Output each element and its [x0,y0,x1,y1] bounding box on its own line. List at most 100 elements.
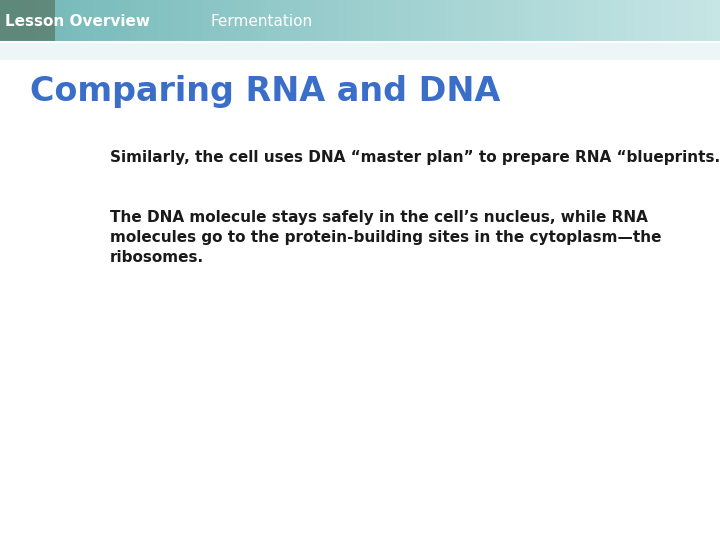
Bar [410,0,418,42]
Bar [662,0,670,42]
Bar [482,0,490,42]
Bar [569,0,577,42]
Bar [302,0,310,42]
Bar [504,0,512,42]
Bar [583,0,591,42]
Bar [626,0,634,42]
Bar [670,0,678,42]
Bar [259,0,267,42]
Bar [137,0,145,42]
Bar [461,0,469,42]
Bar [130,0,138,42]
Bar [230,0,238,42]
Bar [151,0,159,42]
Bar [475,0,483,42]
Bar [706,0,714,42]
Bar [612,0,620,42]
Bar [655,0,663,42]
Bar [432,0,440,42]
Bar [7,0,15,42]
Bar [382,0,390,42]
Bar [194,0,202,42]
Bar [353,0,361,42]
Bar [86,0,94,42]
Bar [72,0,80,42]
Bar [533,0,541,42]
Bar [684,0,692,42]
Bar [266,0,274,42]
Bar [180,0,188,42]
Text: The DNA molecule stays safely in the cell’s nucleus, while RNA
molecules go to t: The DNA molecule stays safely in the cel… [110,210,662,265]
Bar [0,0,55,42]
Bar [94,0,102,42]
Bar [144,0,152,42]
Bar [590,0,598,42]
Bar [605,0,613,42]
Bar [576,0,584,42]
Text: Lesson Overview: Lesson Overview [5,14,150,29]
Bar [65,0,73,42]
Bar [598,0,606,42]
Text: Fermentation: Fermentation [210,14,312,29]
Bar [562,0,570,42]
Bar [396,0,404,42]
Bar [446,0,454,42]
Bar [202,0,210,42]
Bar [0,42,720,60]
Bar [439,0,447,42]
Bar [281,0,289,42]
Bar [374,0,382,42]
Bar [346,0,354,42]
Bar [122,0,130,42]
Text: Comparing RNA and DNA: Comparing RNA and DNA [30,75,500,108]
Bar [223,0,231,42]
Bar [526,0,534,42]
Bar [641,0,649,42]
Bar [324,0,332,42]
Bar [331,0,339,42]
Text: Similarly, the cell uses DNA “master plan” to prepare RNA “blueprints.”: Similarly, the cell uses DNA “master pla… [110,150,720,165]
Bar [187,0,195,42]
Bar [274,0,282,42]
Bar [0,0,8,42]
Bar [115,0,123,42]
Bar [518,0,526,42]
Bar [79,0,87,42]
Bar [698,0,706,42]
Bar [50,0,58,42]
Bar [511,0,519,42]
Bar [634,0,642,42]
Bar [360,0,368,42]
Bar [619,0,627,42]
Bar [367,0,375,42]
Bar [14,0,22,42]
Bar [648,0,656,42]
Bar [490,0,498,42]
Bar [468,0,476,42]
Bar [36,0,44,42]
Bar [209,0,217,42]
Bar [238,0,246,42]
Bar [317,0,325,42]
Bar [547,0,555,42]
Bar [497,0,505,42]
Bar [108,0,116,42]
Bar [216,0,224,42]
Bar [43,0,51,42]
Bar [295,0,303,42]
Bar [22,0,30,42]
Bar [403,0,411,42]
Bar [166,0,174,42]
Bar [58,0,66,42]
Bar [454,0,462,42]
Bar [338,0,346,42]
Bar [252,0,260,42]
Bar [101,0,109,42]
Bar [677,0,685,42]
Bar [713,0,720,42]
Bar [29,0,37,42]
Bar [554,0,562,42]
Bar [173,0,181,42]
Bar [540,0,548,42]
Bar [691,0,699,42]
